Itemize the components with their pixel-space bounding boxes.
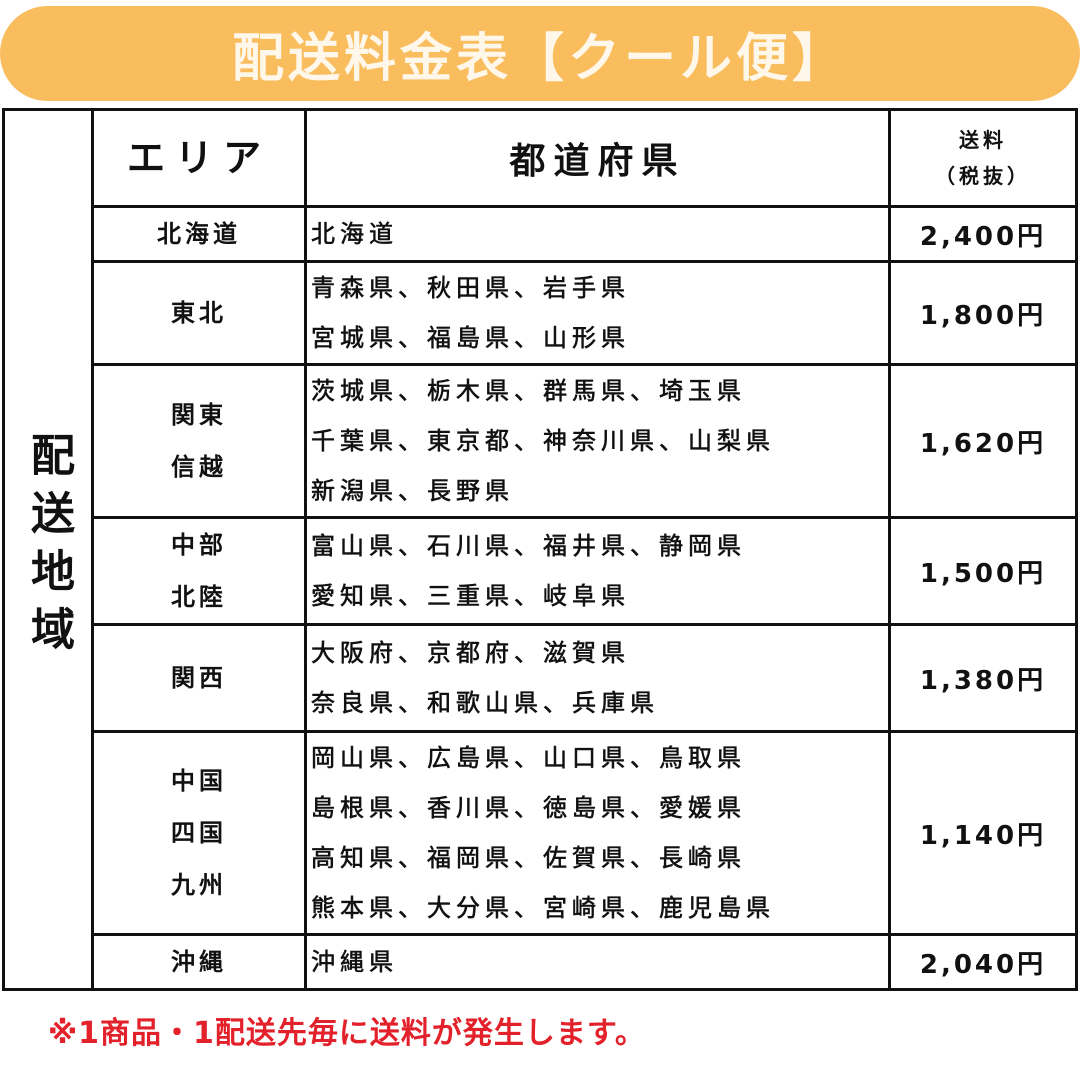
prefecture-line: 奈良県、和歌山県、兵庫県 [311,689,659,718]
table-row: 中国 四国 九州 岡山県、広島県、山口県、鳥取県 島根県、香川県、徳島県、愛媛県 高知県、… [4,730,1078,936]
area-cell: 東北 [91,260,307,366]
area-name: 関西 [171,664,227,692]
prefecture-line: 新潟県、長野県 [311,477,514,506]
area-cell: 関東 信越 [91,363,307,519]
page-title: 配送料金表【クール便】 [231,29,848,89]
prefectures-cell: 大阪府、京都府、滋賀県 奈良県、和歌山県、兵庫県 [304,623,891,733]
area-name: 中部 [171,531,227,559]
prefecture-line: 宮城県、福島県、山形県 [311,324,630,353]
table-row: 沖縄 沖縄県 2,040円 [4,933,1078,991]
shipping-rate-table: 配送地域 エリア 都道府県 送料 （税抜） 北海道 北海道 2,400円東北 青森県、… [2,108,1078,991]
area-name: 沖縄 [171,948,227,976]
header-prefectures: 都道府県 [304,108,891,208]
header-area: エリア [91,108,307,208]
area-name: 東北 [171,299,227,327]
header-price: 送料 （税抜） [888,108,1078,208]
prefectures-cell: 北海道 [304,205,891,263]
region-label-cell: 配送地域 [2,108,94,991]
area-name: 関東 [171,401,227,429]
prefecture-line: 北海道 [311,220,398,249]
table-row: 中部 北陸 富山県、石川県、福井県、静岡県 愛知県、三重県、岐阜県 1,500円 [4,516,1078,626]
price-cell: 1,500円 [888,516,1078,626]
price-cell: 1,380円 [888,623,1078,733]
area-cell: 関西 [91,623,307,733]
prefectures-cell: 富山県、石川県、福井県、静岡県 愛知県、三重県、岐阜県 [304,516,891,626]
price-cell: 1,620円 [888,363,1078,519]
area-name: 中国 [171,767,227,795]
footnote: ※1商品・1配送先毎に送料が発生します。 [48,1016,646,1051]
area-cell: 北海道 [91,205,307,263]
area-cell: 沖縄 [91,933,307,991]
price-cell: 1,140円 [888,730,1078,936]
table-row: 東北 青森県、秋田県、岩手県 宮城県、福島県、山形県 1,800円 [4,260,1078,366]
prefectures-cell: 茨城県、栃木県、群馬県、埼玉県 千葉県、東京都、神奈川県、山梨県 新潟県、長野県 [304,363,891,519]
table-row: 関西 大阪府、京都府、滋賀県 奈良県、和歌山県、兵庫県 1,380円 [4,623,1078,733]
price-cell: 2,400円 [888,205,1078,263]
prefecture-line: 熊本県、大分県、宮崎県、鹿児島県 [311,894,775,923]
prefecture-line: 千葉県、東京都、神奈川県、山梨県 [311,427,775,456]
prefecture-line: 岡山県、広島県、山口県、鳥取県 [311,744,746,773]
header-row: 配送地域 エリア 都道府県 送料 （税抜） [2,108,1078,991]
region-label: 配送地域 [23,431,74,664]
table-row: 関東 信越 茨城県、栃木県、群馬県、埼玉県 千葉県、東京都、神奈川県、山梨県 新潟県、長… [4,363,1078,519]
prefecture-line: 茨城県、栃木県、群馬県、埼玉県 [311,377,746,406]
area-cell: 中国 四国 九州 [91,730,307,936]
area-cell: 中部 北陸 [91,516,307,626]
prefecture-line: 沖縄県 [311,948,398,977]
title-banner: 配送料金表【クール便】 [0,6,1080,101]
prefecture-line: 島根県、香川県、徳島県、愛媛県 [311,794,746,823]
prefectures-cell: 沖縄県 [304,933,891,991]
area-name: 信越 [171,453,227,481]
price-cell: 1,800円 [888,260,1078,366]
prefecture-line: 大阪府、京都府、滋賀県 [311,639,630,668]
prefecture-line: 富山県、石川県、福井県、静岡県 [311,532,746,561]
table-row: 北海道 北海道 2,400円 [4,205,1078,263]
price-cell: 2,040円 [888,933,1078,991]
area-name: 北海道 [157,220,241,248]
prefecture-line: 青森県、秋田県、岩手県 [311,274,630,303]
area-name: 北陸 [171,583,227,611]
header-price-tax-note: （税抜） [935,164,1031,188]
area-name: 四国 [171,819,227,847]
prefectures-cell: 岡山県、広島県、山口県、鳥取県 島根県、香川県、徳島県、愛媛県 高知県、福岡県、佐賀… [304,730,891,936]
prefecture-line: 愛知県、三重県、岐阜県 [311,582,630,611]
header-price-label: 送料 [959,128,1007,152]
prefecture-line: 高知県、福岡県、佐賀県、長崎県 [311,844,746,873]
area-name: 九州 [171,871,227,899]
prefectures-cell: 青森県、秋田県、岩手県 宮城県、福島県、山形県 [304,260,891,366]
